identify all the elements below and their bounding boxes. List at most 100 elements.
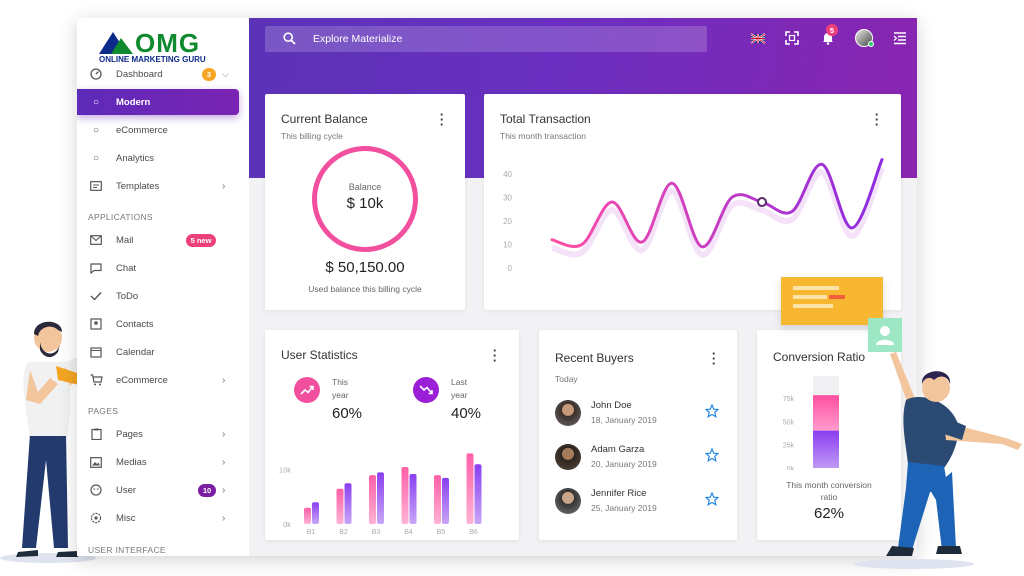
bar-this-year [466,453,474,524]
bar-this-year [434,475,441,524]
trending-up-icon [294,377,320,403]
x-tick-label: B2 [339,529,348,536]
user-count-badge: 10 [198,483,216,497]
balance-ring-value: $ 10k [346,195,384,212]
section-applications: APPLICATIONS [88,212,153,222]
sidebar-item-medias[interactable]: Medias › [77,449,249,475]
sidebar-item-modern[interactable]: ○ Modern [77,89,239,115]
sidebar-item-pages[interactable]: Pages › [77,421,249,447]
star-icon[interactable] [705,492,719,506]
search-input[interactable]: Explore Materialize [313,33,403,45]
floating-message-card [781,277,883,325]
bar-last-year [409,474,417,524]
sidebar-item-templates[interactable]: Templates › [77,173,249,199]
transaction-series-line [550,158,884,249]
calendar-icon [89,345,103,359]
star-icon[interactable] [705,404,719,418]
sidebar: OMG ONLINE MARKETING GURU Dashboard 3 ⌵ … [77,18,249,556]
sidebar-item-label: eCommerce [116,124,168,136]
sidebar-item-label: Calendar [116,346,155,358]
sidebar-item-label: Dashboard [116,68,163,80]
star-icon[interactable] [705,448,719,462]
this-year-value: 60% [332,405,363,422]
bar-last-year [344,483,352,524]
search-bar[interactable]: Explore Materialize [265,26,707,52]
sidebar-item-dashboard[interactable]: Dashboard 3 ⌵ [77,61,249,87]
conversion-value: 62% [813,505,845,522]
chevron-right-icon: › [222,374,226,386]
x-tick-label: B6 [469,529,478,536]
x-tick-label: B1 [307,529,316,536]
chevron-right-icon: › [222,512,226,524]
buyer-date: 18, January 2019 [591,415,657,425]
bar-this-year [369,475,376,524]
clipboard-icon [89,427,103,441]
online-status-dot [868,41,874,47]
bar-last-year [442,477,449,524]
sidebar-item-user[interactable]: User 10 › [77,477,249,503]
chat-icon [89,261,103,275]
sidebar-item-label: ToDo [116,290,139,302]
y-tick-label: 40 [503,170,512,179]
last-year-label: Last year [451,376,468,402]
this-year-label-line2: year [332,390,349,400]
menu-lines-icon[interactable] [892,30,908,46]
more-vert-icon[interactable]: · · · [874,107,880,132]
buyer-date: 20, January 2019 [591,459,657,469]
bar-segment-pink [813,395,839,431]
face-icon [89,483,103,497]
search-icon [283,32,296,45]
fullscreen-icon[interactable] [784,30,800,46]
circle-bullet-icon: ○ [92,96,100,108]
brand-name: OMG [135,28,201,58]
uk-flag-icon[interactable] [750,30,766,46]
more-vert-icon[interactable]: · · · [439,107,445,132]
sidebar-item-mail[interactable]: Mail 5 new [77,227,249,253]
cart-icon [89,373,103,387]
card-subtitle: This billing cycle [281,131,343,141]
more-vert-icon[interactable]: · · · [711,346,717,371]
sidebar-item-misc[interactable]: Misc › [77,505,249,531]
balance-ring-label: Balance [348,182,382,192]
sidebar-item-todo[interactable]: ToDo [77,283,249,309]
trending-down-icon [413,377,439,403]
bar-this-year [336,488,344,524]
card-title: Recent Buyers [555,351,634,365]
chevron-right-icon: › [222,456,226,468]
brand-logo[interactable]: OMG ONLINE MARKETING GURU [99,26,229,66]
highlight-point[interactable] [757,197,767,208]
person-icon [876,326,894,345]
balance-total: $ 50,150.00 [325,259,405,276]
notification-count-badge: 5 [826,24,838,36]
dashboard-icon [89,67,103,81]
sidebar-item-calendar[interactable]: Calendar [77,339,249,365]
bar-last-year [312,502,319,524]
last-year-label-line1: Last [451,377,468,387]
more-vert-icon[interactable]: · · · [492,343,498,368]
avatar [555,400,581,426]
y-tick-label: 0k [283,520,291,529]
buyer-name: John Doe [591,400,632,411]
buyer-name: Adam Garza [591,444,645,455]
avatar[interactable] [855,29,874,47]
buyer-name: Jennifer Rice [591,488,647,499]
current-balance-card: Current Balance This billing cycle · · · B… [265,94,465,310]
sidebar-item-analytics[interactable]: ○ Analytics [77,145,249,171]
balance-ring [312,146,418,252]
sidebar-item-label: Contacts [116,318,154,330]
sidebar-item-contacts[interactable]: Contacts [77,311,249,337]
conversion-label: This month conversion ratio [757,479,901,503]
sidebar-item-ecommerce-dashboard[interactable]: ○ eCommerce [77,117,249,143]
y-tick-label: 20 [503,217,512,226]
chevron-right-icon: › [222,180,226,192]
bar-segment-purple [813,430,839,468]
card-title: Conversion Ratio [773,350,866,364]
sidebar-item-chat[interactable]: Chat [77,255,249,281]
brand-tagline: ONLINE MARKETING GURU [99,55,206,64]
sidebar-item-label: Analytics [116,152,155,164]
sidebar-item-label: Pages [116,428,143,440]
section-pages: PAGES [88,406,119,416]
y-tick-label: 25k [783,443,795,450]
sidebar-item-ecommerce-app[interactable]: eCommerce › [77,367,249,393]
this-year-label-line1: This [332,377,349,387]
